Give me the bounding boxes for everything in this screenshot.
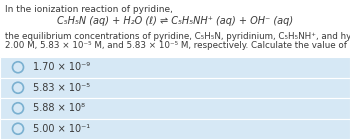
Bar [0,78,350,98]
Bar [0,98,350,119]
Text: C₅H₅N (aq) + H₂O (ℓ) ⇌ C₅H₅NH⁺ (aq) + OH⁻ (aq): C₅H₅N (aq) + H₂O (ℓ) ⇌ C₅H₅NH⁺ (aq) + OH… [57,16,293,26]
Text: 5.88 × 10⁸: 5.88 × 10⁸ [33,103,85,113]
Text: In the ionization reaction of pyridine,: In the ionization reaction of pyridine, [5,5,173,14]
Text: the equilibrium concentrations of pyridine, C₅H₅N, pyridinium, C₅H₅NH⁺, and hydr: the equilibrium concentrations of pyridi… [5,32,350,41]
Text: 1.70 × 10⁻⁹: 1.70 × 10⁻⁹ [33,62,90,72]
Bar [0,57,350,78]
Bar [0,119,350,139]
Text: 2.00 M, 5.83 × 10⁻⁵ M, and 5.83 × 10⁻⁵ M, respectively. Calculate the value of K: 2.00 M, 5.83 × 10⁻⁵ M, and 5.83 × 10⁻⁵ M… [5,41,350,50]
Text: 5.00 × 10⁻¹: 5.00 × 10⁻¹ [33,124,90,134]
Text: 5.83 × 10⁻⁵: 5.83 × 10⁻⁵ [33,83,90,93]
